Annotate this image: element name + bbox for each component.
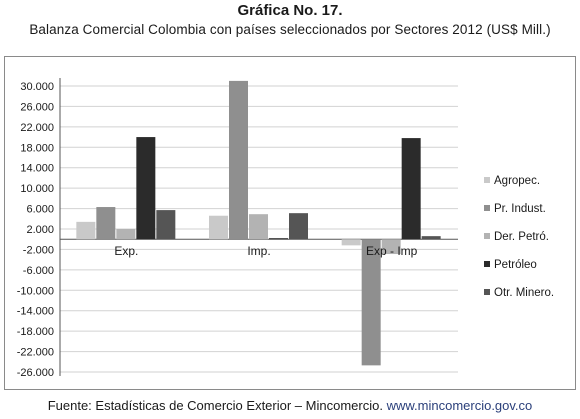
bar-der-petr <box>381 239 401 255</box>
y-tick-label: -10.000 <box>17 285 54 297</box>
legend-swatch <box>484 177 490 183</box>
chart-frame <box>4 56 576 390</box>
y-tick-label: -26.000 <box>17 367 54 379</box>
y-tick-label: 30.000 <box>20 81 54 93</box>
bar-agropec <box>341 239 361 246</box>
y-tick-label: 6.000 <box>26 204 54 216</box>
category-label: Imp. <box>247 244 270 258</box>
legend-entry: Pr. Indust. <box>494 203 546 215</box>
bar-pr-indust <box>229 80 248 240</box>
legend-entry: Otr. Minero. <box>494 287 554 299</box>
bar-petr-leo <box>136 137 156 240</box>
y-tick-label: -2.000 <box>23 244 54 256</box>
y-tick-label: -22.000 <box>17 347 54 359</box>
legend-swatch <box>484 205 490 211</box>
bar-chart: 30.000 26.000 22.000 18.000 14.000 10.000 6.00… <box>17 78 554 379</box>
legend-swatch <box>484 289 490 295</box>
bar-otr-minero <box>421 236 441 240</box>
category-label: Exp - Imp <box>366 244 418 258</box>
chart-subtitle: Balanza Comercial Colombia con países se… <box>29 22 551 37</box>
legend-entry: Petróleo <box>494 259 537 271</box>
y-tick-label: 26.000 <box>20 101 54 113</box>
category-label: Exp. <box>114 244 138 258</box>
y-tick-label: 18.000 <box>20 142 54 154</box>
legend-entry: Agropec. <box>494 175 540 187</box>
y-tick-label: 2.000 <box>26 224 54 236</box>
y-tick-label: -6.000 <box>23 265 54 277</box>
bar-agropec <box>76 221 96 240</box>
y-tick-label: 14.000 <box>20 163 54 175</box>
bar-agropec <box>209 215 228 240</box>
legend-swatch <box>484 233 490 239</box>
y-tick-label: -14.000 <box>17 306 54 318</box>
bar-otr-minero <box>289 213 308 240</box>
footer-source-text: Fuente: Estadísticas de Comercio Exterio… <box>47 398 383 413</box>
y-tick-label: 22.000 <box>20 122 54 134</box>
bar-otr-minero <box>156 210 176 240</box>
footer-source-link[interactable]: www.mincomercio.gov.co <box>386 398 533 413</box>
bar-der-petr <box>116 229 136 240</box>
legend-entry: Der. Petró. <box>494 231 549 243</box>
chart-footer: Fuente: Estadísticas de Comercio Exterio… <box>0 398 580 413</box>
chart-title: Gráfica No. 17. <box>237 2 343 19</box>
bar-petr-leo <box>269 238 288 240</box>
bar-petr-leo <box>401 138 421 240</box>
bar-pr-indust <box>361 239 381 366</box>
y-tick-label: 10.000 <box>20 183 54 195</box>
bar-pr-indust <box>96 207 116 240</box>
y-tick-label: -18.000 <box>17 326 54 338</box>
bar-der-petr <box>249 214 268 240</box>
legend-swatch <box>484 261 490 267</box>
